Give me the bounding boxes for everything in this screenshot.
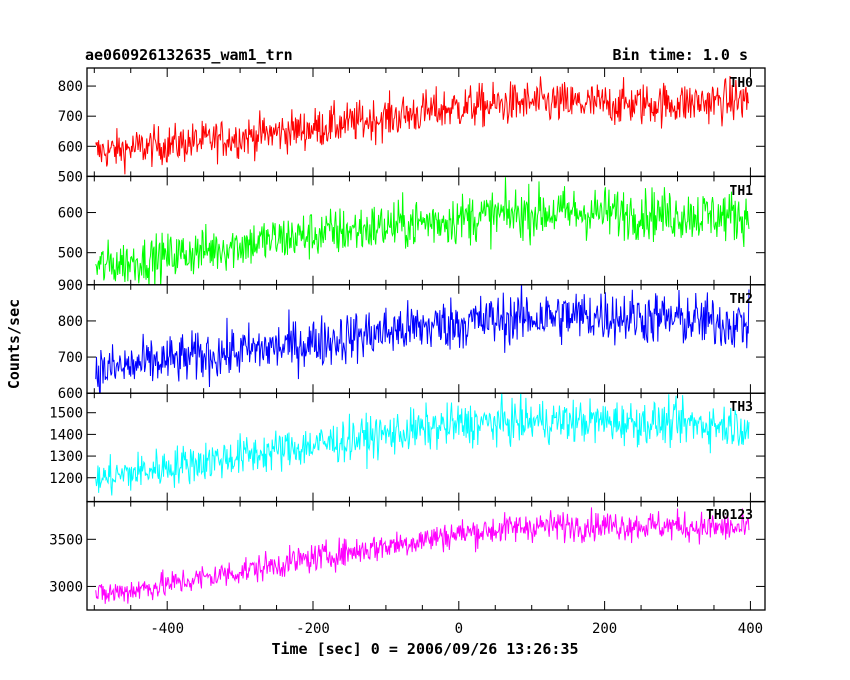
y-tick-label: 1200 [49,471,83,487]
panel-frame [86,500,766,611]
series-line-th3 [95,393,750,496]
series-line-th1 [95,177,750,285]
panel-frame [86,284,766,394]
plot-title: ae060926132635_wam1_trn [85,46,293,64]
x-tick-label: 200 [592,621,617,637]
y-tick-label: 3000 [49,579,83,595]
series-line-th0 [95,75,750,175]
y-tick-label: 800 [58,314,83,330]
y-tick-label: 900 [58,278,83,294]
x-tick-label: -400 [150,621,184,637]
y-tick-label: 800 [58,79,83,95]
bin-time-label: Bin time: 1.0 s [613,46,748,64]
panels-group: 500 600 700 800 TH0 500 600 TH1 600 700 800 900 TH2 1… [49,67,766,637]
y-tick-label: 600 [58,139,83,155]
panel-label-th1: TH1 [730,184,754,199]
y-tick-label: 700 [58,350,83,366]
panel-label-th3: TH3 [730,400,753,415]
x-tick-label: -200 [296,621,330,637]
y-axis-label: Counts/sec [5,299,23,389]
y-tick-label: 1300 [49,449,83,465]
y-tick-label: 500 [58,246,83,262]
y-tick-label: 3500 [49,532,83,548]
x-axis-label: Time [sec] 0 = 2006/09/26 13:26:35 [271,640,578,658]
y-tick-label: 700 [58,109,83,125]
panel-label-th2: TH2 [730,292,753,307]
y-tick-label: 1500 [49,406,83,422]
y-tick-label: 600 [58,386,83,402]
y-tick-label: 1400 [49,427,83,443]
x-tick-label: 400 [738,621,763,637]
panel-label-th0: TH0 [730,76,754,91]
panel-label-th0123: TH0123 [706,508,753,523]
y-tick-label: 500 [58,169,83,185]
series-line-th0123 [95,507,750,604]
y-tick-label: 600 [58,206,83,222]
x-tick-label: 0 [455,621,463,637]
series-line-th2 [95,284,750,394]
